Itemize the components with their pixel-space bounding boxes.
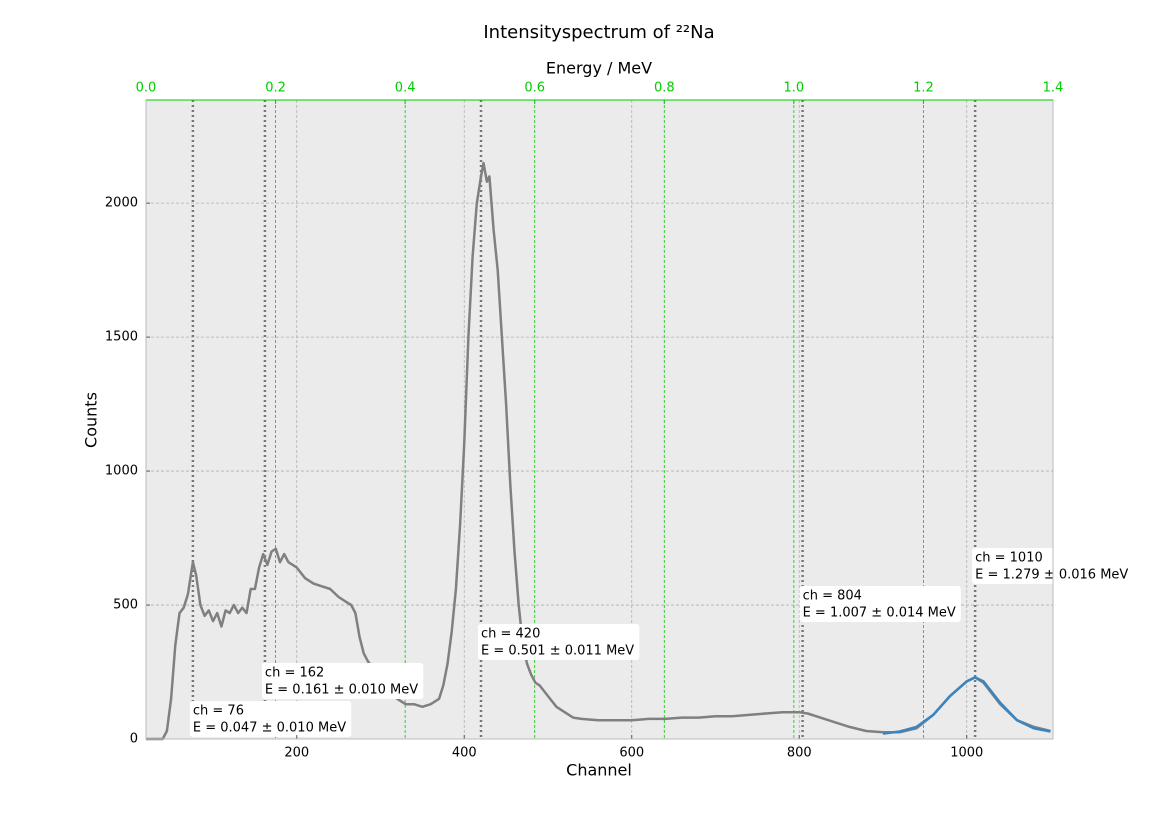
x-tick-label: 400 xyxy=(452,746,477,761)
annotation-label: ch = 1010 xyxy=(975,551,1043,566)
x2-tick-label: 0.4 xyxy=(395,81,416,96)
x-tick-label: 200 xyxy=(284,746,309,761)
annotation-energy: E = 0.161 ± 0.010 MeV xyxy=(265,683,418,698)
annotation-energy: E = 1.279 ± 0.016 MeV xyxy=(975,568,1128,583)
x2-tick-label: 1.0 xyxy=(784,81,805,96)
x2-tick-label: 0.6 xyxy=(524,81,545,96)
y-tick-label: 2000 xyxy=(105,196,138,211)
annotation-box xyxy=(799,586,961,622)
annotation-label: ch = 162 xyxy=(265,666,324,681)
lines xyxy=(146,161,1051,741)
y-tick-label: 1000 xyxy=(105,464,138,479)
annotation-energy: E = 0.047 ± 0.010 MeV xyxy=(193,721,346,736)
x2-tick-label: 0.2 xyxy=(265,81,286,96)
data-line xyxy=(882,676,1051,735)
y-tick-label: 500 xyxy=(113,598,138,613)
annotation-energy: E = 1.007 ± 0.014 MeV xyxy=(803,606,956,621)
y-tick-label: 1500 xyxy=(105,330,138,345)
x2-tick-label: 1.4 xyxy=(1043,81,1064,96)
x2-tick-label: 0.8 xyxy=(654,81,675,96)
annotation-box xyxy=(261,663,424,699)
x2-tick-label: 0.0 xyxy=(136,81,157,96)
annotation-label: ch = 420 xyxy=(481,627,540,642)
y-tick-label: 0 xyxy=(130,732,138,747)
y-axis-label: Counts xyxy=(82,392,101,448)
annotation-label: ch = 804 xyxy=(803,589,862,604)
x2-tick-label: 1.2 xyxy=(913,81,934,96)
x-tick-label: 800 xyxy=(787,746,812,761)
annotation-label: ch = 76 xyxy=(193,704,244,719)
x2-axis-label: Energy / MeV xyxy=(546,59,652,78)
annotation-energy: E = 0.501 ± 0.011 MeV xyxy=(481,644,634,659)
chart-title: Intensityspectrum of ²²Na xyxy=(483,22,714,43)
x-tick-label: 600 xyxy=(619,746,644,761)
x-tick-label: 1000 xyxy=(950,746,983,761)
data-line xyxy=(146,161,1051,741)
annotation-box xyxy=(477,624,640,660)
x-axis-label: Channel xyxy=(566,761,632,780)
axes: 0 500 1000 1500 2000 200 400 600 800 1000 0.0 0.2 0.… xyxy=(105,81,1063,761)
annotation-box xyxy=(189,701,352,737)
